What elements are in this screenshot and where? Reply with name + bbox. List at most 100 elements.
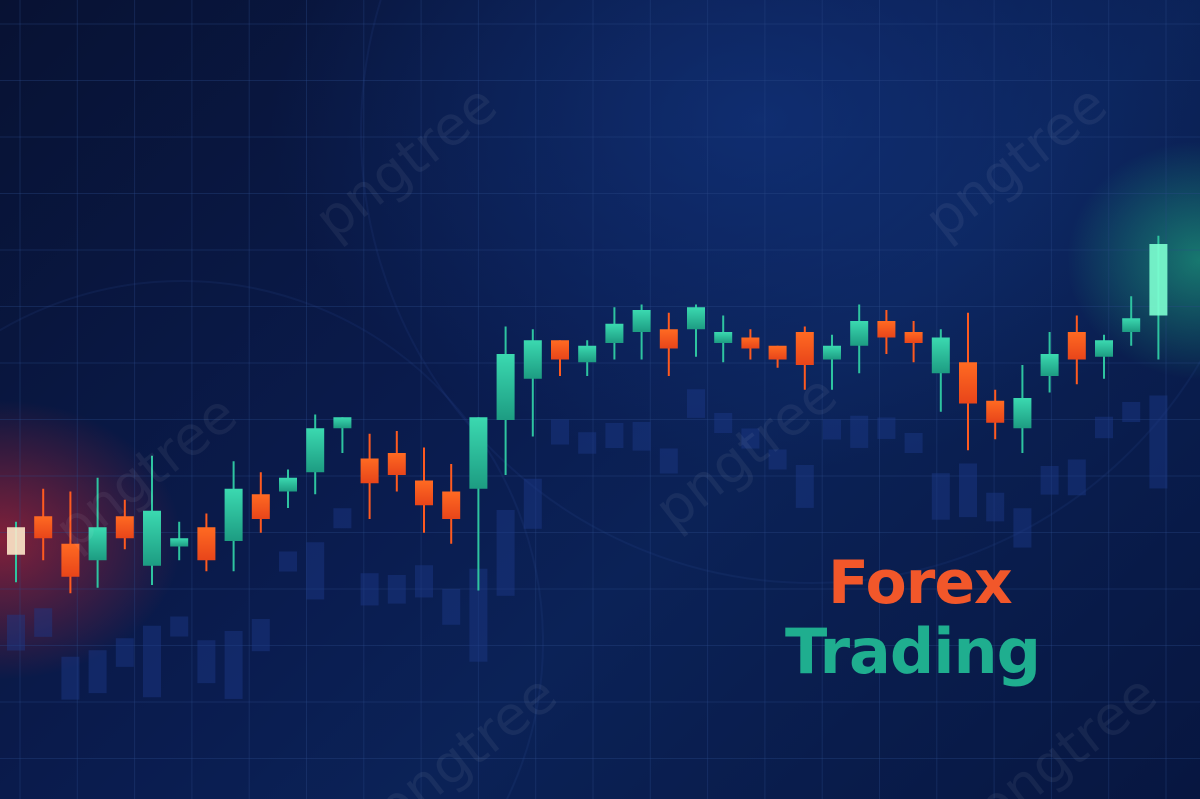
candle-reflection xyxy=(687,389,705,418)
candle-body xyxy=(1095,340,1113,357)
candle-reflection xyxy=(469,568,488,662)
candle xyxy=(143,455,161,585)
candle xyxy=(7,521,25,583)
candle-body xyxy=(442,491,461,519)
candle xyxy=(61,491,80,594)
candle-reflection xyxy=(224,631,243,699)
candle-reflections xyxy=(7,389,1168,700)
candle-reflection xyxy=(1095,416,1113,439)
candle xyxy=(959,312,977,451)
candle-body xyxy=(415,480,433,506)
candle-reflection xyxy=(279,551,297,572)
candles xyxy=(7,235,1168,594)
candle xyxy=(88,477,107,588)
candle-body xyxy=(551,340,569,360)
candle-reflection xyxy=(659,448,678,474)
candle-body xyxy=(387,453,406,475)
candle xyxy=(578,340,597,376)
candle xyxy=(170,521,189,561)
candle-reflection xyxy=(170,616,189,637)
candle-body xyxy=(714,332,733,343)
candle-body xyxy=(34,516,53,539)
candle-body xyxy=(850,321,869,346)
candle xyxy=(632,304,651,360)
candle-body xyxy=(333,417,352,429)
candle-body xyxy=(1149,244,1168,316)
candle-body xyxy=(795,332,814,365)
candle xyxy=(714,315,733,363)
candle-reflection xyxy=(959,463,977,518)
candle-body xyxy=(877,321,896,338)
candle-reflection xyxy=(496,510,515,596)
candle xyxy=(415,447,433,533)
candle xyxy=(496,326,515,475)
candle-body xyxy=(306,428,325,473)
candle-reflection xyxy=(415,565,433,598)
candle-reflection xyxy=(768,449,787,470)
candle-body xyxy=(1040,354,1059,376)
candle-body xyxy=(605,323,624,343)
candle-body xyxy=(959,362,977,404)
candle-body xyxy=(1067,332,1086,360)
title-forex: Forex xyxy=(828,548,1013,618)
candle-body xyxy=(88,527,107,561)
candle-reflection xyxy=(115,638,134,667)
candle xyxy=(306,414,325,495)
candle xyxy=(1013,365,1032,453)
candle-reflection xyxy=(251,619,270,652)
candle-reflection xyxy=(1122,402,1141,422)
candle-reflection xyxy=(197,640,216,684)
candle-body xyxy=(632,310,651,332)
candle xyxy=(551,340,569,376)
candle xyxy=(1149,235,1168,360)
candle-reflection xyxy=(1040,466,1059,495)
candle-reflection xyxy=(714,413,733,433)
candle-reflection xyxy=(1013,508,1032,548)
candle xyxy=(795,326,814,390)
candle-reflection xyxy=(7,614,25,651)
candle-body xyxy=(741,337,760,349)
candle-reflection xyxy=(61,656,80,700)
candle-reflection xyxy=(578,432,597,454)
candle-body xyxy=(115,516,134,539)
candle-body xyxy=(279,477,297,492)
candle-reflection xyxy=(850,415,869,448)
candle-reflection xyxy=(360,573,379,606)
candle-reflection xyxy=(605,423,624,449)
candle-reflection xyxy=(523,478,542,529)
candle xyxy=(387,431,406,492)
candle-reflection xyxy=(34,608,53,637)
candle xyxy=(251,472,270,533)
candle-body xyxy=(7,527,25,555)
candle-reflection xyxy=(88,650,107,694)
candle-body xyxy=(904,332,923,343)
candle xyxy=(442,464,461,544)
candle xyxy=(605,307,624,360)
candle xyxy=(1095,334,1113,379)
candle xyxy=(34,488,53,561)
candle xyxy=(115,499,134,550)
candle-body xyxy=(578,345,597,363)
candle-body xyxy=(61,543,80,577)
candle-body xyxy=(496,354,515,420)
candle xyxy=(197,513,216,572)
candle xyxy=(659,312,678,376)
candle-body xyxy=(986,400,1005,423)
candle-reflection xyxy=(1067,459,1086,496)
candle xyxy=(1067,315,1086,385)
candle-body xyxy=(1122,318,1141,332)
candle-body xyxy=(1013,398,1032,429)
candle-reflection xyxy=(931,473,950,520)
candle-body xyxy=(224,488,243,541)
candle-body xyxy=(823,345,841,360)
candle-reflection xyxy=(551,419,569,445)
candle-reflection xyxy=(904,433,923,453)
candle-body xyxy=(768,345,787,360)
candle-body xyxy=(523,340,542,379)
candle-body xyxy=(931,337,950,374)
candle xyxy=(279,469,297,508)
candle-reflection xyxy=(632,422,651,451)
candle xyxy=(931,329,950,412)
